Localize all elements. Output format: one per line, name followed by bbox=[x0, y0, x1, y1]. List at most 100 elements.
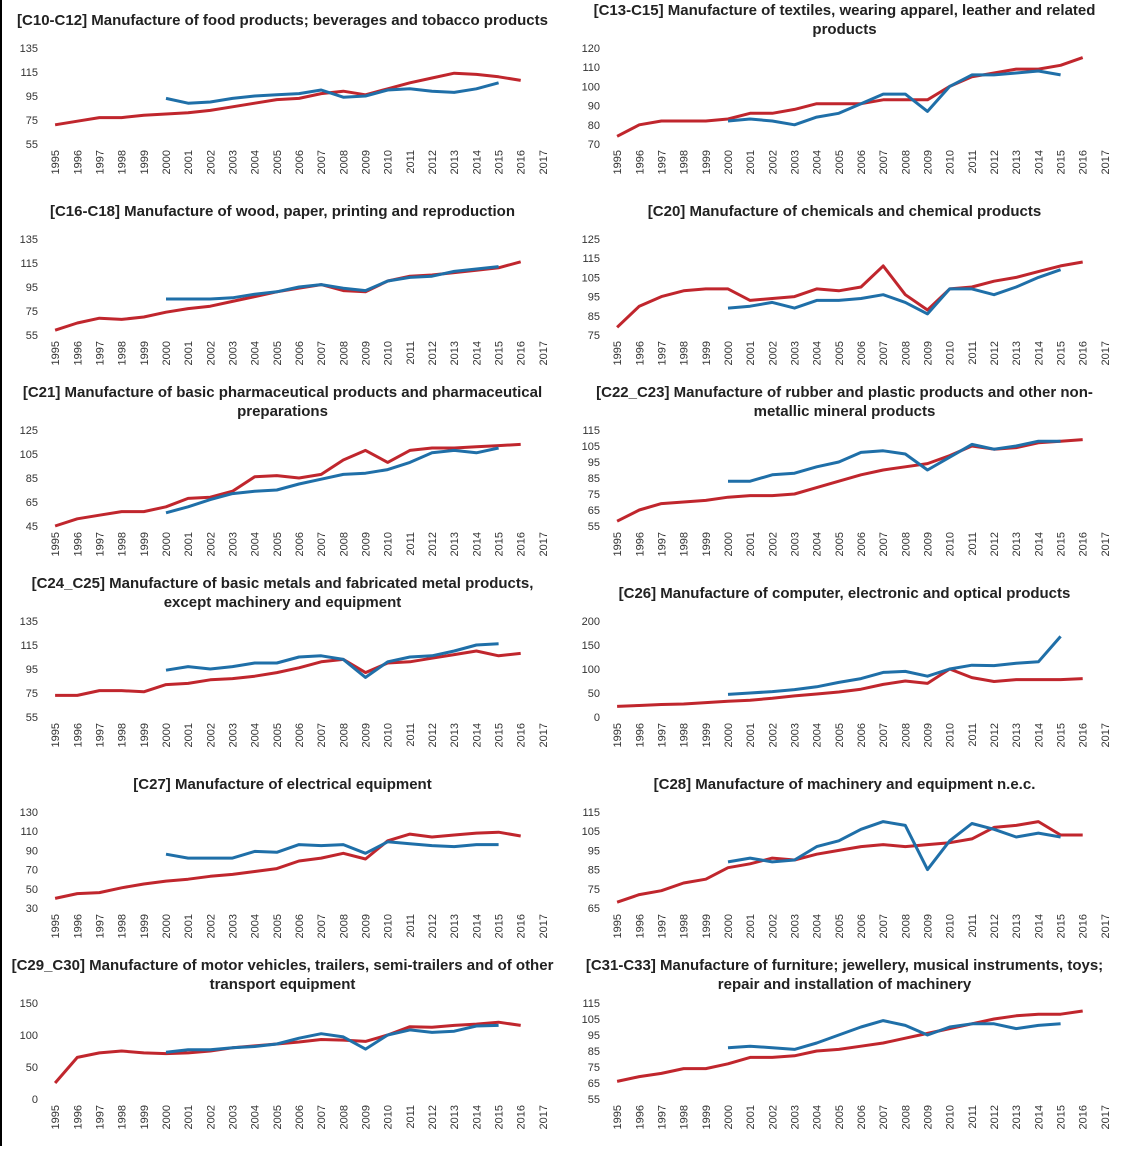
x-tick-label: 1999 bbox=[139, 914, 151, 938]
x-tick-label: 2015 bbox=[494, 341, 506, 365]
chart-panel: [C10-C12] Manufacture of food products; … bbox=[2, 0, 563, 191]
chart-title: [C21] Manufacture of basic pharmaceutica… bbox=[22, 384, 543, 420]
x-tick-label: 1997 bbox=[656, 532, 668, 556]
x-tick-label: 2010 bbox=[383, 341, 395, 365]
x-tick-label: 2012 bbox=[427, 1105, 439, 1129]
x-tick-label: 2016 bbox=[1078, 341, 1090, 365]
y-tick-label: 125 bbox=[582, 234, 600, 246]
x-tick-label: 2001 bbox=[745, 723, 757, 747]
x-tick-label: 2015 bbox=[1056, 1105, 1068, 1129]
x-tick-label: 2000 bbox=[723, 341, 735, 365]
x-tick-label: 2007 bbox=[316, 341, 328, 365]
chart: 55 75 95 115 135 1995 1996 1997 1998 1999 2000 2001… bbox=[20, 43, 550, 174]
x-tick-label: 2002 bbox=[205, 150, 217, 174]
x-tick-label: 1996 bbox=[634, 723, 646, 747]
x-tick-label: 2008 bbox=[338, 341, 350, 365]
series-line bbox=[616, 56, 1084, 138]
x-tick-label: 2001 bbox=[745, 914, 757, 938]
x-tick-label: 2014 bbox=[471, 341, 483, 365]
y-tick-label: 120 bbox=[582, 43, 600, 55]
y-tick-label: 75 bbox=[588, 884, 600, 896]
x-tick-label: 2010 bbox=[945, 341, 957, 365]
x-tick-label: 2000 bbox=[161, 341, 173, 365]
x-tick-label: 2002 bbox=[767, 341, 779, 365]
x-tick-label: 2007 bbox=[878, 914, 890, 938]
x-tick-label: 1995 bbox=[612, 532, 624, 556]
x-tick-label: 1996 bbox=[72, 723, 84, 747]
x-tick-label: 2007 bbox=[316, 1105, 328, 1129]
x-tick-label: 2006 bbox=[856, 150, 868, 174]
chart-title: [C16-C18] Manufacture of wood, paper, pr… bbox=[49, 202, 516, 220]
y-tick-label: 105 bbox=[582, 272, 600, 284]
series-line bbox=[165, 642, 499, 679]
x-tick-label: 2003 bbox=[789, 914, 801, 938]
x-tick-label: 2008 bbox=[338, 150, 350, 174]
x-tick-label: 1999 bbox=[701, 532, 713, 556]
x-tick-label: 2017 bbox=[538, 150, 550, 174]
x-tick-label: 2001 bbox=[183, 341, 195, 365]
x-tick-label: 2005 bbox=[834, 341, 846, 365]
x-tick-label: 1995 bbox=[50, 150, 62, 174]
y-tick-label: 85 bbox=[26, 473, 38, 485]
x-tick-label: 2009 bbox=[923, 341, 935, 365]
x-tick-label: 2001 bbox=[183, 723, 195, 747]
y-tick-label: 110 bbox=[20, 826, 38, 838]
x-tick-label: 2008 bbox=[338, 914, 350, 938]
x-tick-label: 2003 bbox=[227, 1105, 239, 1129]
y-tick-label: 115 bbox=[20, 258, 38, 270]
x-tick-label: 2012 bbox=[989, 532, 1001, 556]
y-tick-label: 115 bbox=[582, 425, 600, 437]
chart-panel: [C22_C23] Manufacture of rubber and plas… bbox=[564, 382, 1123, 573]
x-tick-label: 1999 bbox=[139, 341, 151, 365]
x-tick-label: 1998 bbox=[679, 1105, 691, 1129]
y-tick-label: 115 bbox=[20, 640, 38, 652]
y-tick-label: 50 bbox=[26, 884, 38, 896]
x-tick-label: 2003 bbox=[227, 723, 239, 747]
chart-title: [C13-C15] Manufacture of textiles, weari… bbox=[593, 2, 1096, 38]
x-tick-label: 2005 bbox=[834, 150, 846, 174]
x-tick-label: 2005 bbox=[272, 914, 284, 938]
y-tick-label: 55 bbox=[26, 330, 38, 342]
x-tick-label: 2010 bbox=[383, 1105, 395, 1129]
x-tick-label: 1995 bbox=[50, 532, 62, 556]
x-tick-label: 2008 bbox=[900, 341, 912, 365]
x-tick-label: 2007 bbox=[878, 150, 890, 174]
x-tick-label: 2005 bbox=[272, 341, 284, 365]
x-tick-label: 2000 bbox=[161, 914, 173, 938]
x-tick-label: 2014 bbox=[1033, 532, 1045, 556]
series-line bbox=[165, 81, 499, 105]
x-tick-label: 2017 bbox=[538, 914, 550, 938]
x-tick-label: 2000 bbox=[723, 1105, 735, 1129]
y-tick-label: 75 bbox=[26, 115, 38, 127]
x-tick-label: 2015 bbox=[1056, 150, 1068, 174]
y-tick-label: 95 bbox=[588, 845, 600, 857]
x-tick-label: 2006 bbox=[294, 1105, 306, 1129]
y-tick-label: 70 bbox=[26, 865, 38, 877]
y-tick-label: 65 bbox=[588, 505, 600, 517]
x-tick-label: 2005 bbox=[272, 532, 284, 556]
x-tick-label: 2013 bbox=[1011, 723, 1023, 747]
x-tick-label: 2006 bbox=[294, 150, 306, 174]
x-tick-label: 2014 bbox=[471, 1105, 483, 1129]
x-tick-label: 2016 bbox=[1078, 723, 1090, 747]
x-tick-label: 2002 bbox=[205, 341, 217, 365]
x-tick-label: 2011 bbox=[967, 150, 979, 174]
x-tick-label: 2011 bbox=[405, 532, 417, 556]
x-tick-label: 2006 bbox=[856, 1105, 868, 1129]
x-tick-label: 2004 bbox=[250, 723, 262, 747]
x-tick-label: 2007 bbox=[316, 150, 328, 174]
x-tick-label: 2017 bbox=[538, 1105, 550, 1129]
x-tick-label: 2006 bbox=[856, 341, 868, 365]
series-line bbox=[166, 265, 499, 301]
x-tick-label: 2006 bbox=[856, 532, 868, 556]
chart-title: [C27] Manufacture of electrical equipmen… bbox=[133, 775, 432, 793]
x-tick-label: 1997 bbox=[94, 723, 106, 747]
x-tick-label: 2007 bbox=[316, 914, 328, 938]
x-tick-label: 2012 bbox=[989, 723, 1001, 747]
y-tick-label: 0 bbox=[32, 1094, 38, 1106]
x-tick-label: 2016 bbox=[516, 532, 528, 556]
y-tick-label: 95 bbox=[588, 457, 600, 469]
x-tick-label: 2004 bbox=[812, 532, 824, 556]
x-tick-label: 2011 bbox=[967, 914, 979, 938]
y-tick-label: 95 bbox=[588, 1030, 600, 1042]
